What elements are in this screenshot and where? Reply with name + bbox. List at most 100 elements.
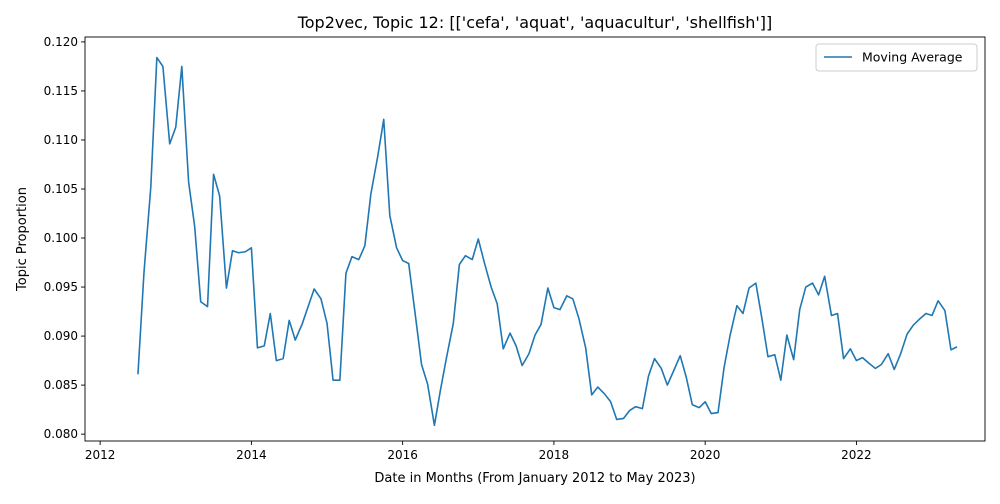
data-point xyxy=(269,313,271,315)
data-point xyxy=(358,259,360,261)
data-point xyxy=(912,324,914,326)
data-point xyxy=(937,300,939,302)
data-point xyxy=(143,272,145,274)
data-point xyxy=(572,298,574,300)
data-point xyxy=(850,348,852,350)
data-point xyxy=(496,303,498,305)
data-point xyxy=(799,309,801,311)
data-point xyxy=(944,310,946,312)
data-point xyxy=(654,358,656,360)
data-point xyxy=(824,275,826,277)
data-point xyxy=(320,298,322,300)
data-point xyxy=(736,305,738,307)
data-point xyxy=(219,195,221,197)
data-point xyxy=(288,320,290,322)
data-point xyxy=(465,255,467,257)
data-point xyxy=(692,404,694,406)
y-tick-label: 0.115 xyxy=(44,84,78,98)
data-point xyxy=(673,371,675,373)
data-point xyxy=(547,287,549,289)
data-point xyxy=(648,375,650,377)
data-point xyxy=(729,334,731,336)
y-tick-label: 0.105 xyxy=(44,182,78,196)
y-tick-label: 0.100 xyxy=(44,231,78,245)
legend-box xyxy=(815,43,978,72)
data-point xyxy=(875,368,877,370)
data-point xyxy=(918,319,920,321)
data-point xyxy=(635,406,637,408)
chart-title: Top2vec, Topic 12: [['cefa', 'aquat', 'a… xyxy=(297,13,773,32)
data-point xyxy=(578,318,580,320)
data-point xyxy=(276,360,278,362)
plot-area: 2012 2014 2016 2018 2020 2022 0.080 0.085 0.090… xyxy=(44,35,986,462)
data-point xyxy=(931,315,933,317)
data-point xyxy=(723,367,725,369)
x-tick-label: 2014 xyxy=(236,448,267,462)
data-point xyxy=(188,181,190,183)
data-point xyxy=(207,306,209,308)
y-tick-label: 0.120 xyxy=(44,35,78,49)
data-point xyxy=(534,334,536,336)
data-point xyxy=(339,379,341,381)
data-point xyxy=(604,393,606,395)
data-point xyxy=(956,346,958,348)
data-point xyxy=(408,263,410,265)
x-tick-label: 2018 xyxy=(539,448,570,462)
data-point xyxy=(370,193,372,195)
data-point xyxy=(263,345,265,347)
data-point xyxy=(377,156,379,158)
y-tick-label: 0.080 xyxy=(44,427,78,441)
x-tick-label: 2022 xyxy=(841,448,872,462)
data-point xyxy=(156,57,158,59)
data-point xyxy=(421,364,423,366)
data-point xyxy=(238,252,240,254)
data-point xyxy=(793,359,795,361)
data-point xyxy=(251,247,253,249)
data-point xyxy=(610,401,612,403)
data-point xyxy=(950,349,952,351)
data-point xyxy=(679,355,681,357)
data-point xyxy=(774,354,776,356)
data-point xyxy=(528,353,530,355)
data-point xyxy=(282,358,284,360)
data-point xyxy=(313,288,315,290)
data-point xyxy=(623,418,625,420)
data-point xyxy=(805,286,807,288)
x-axis-label: Date in Months (From January 2012 to May… xyxy=(374,471,695,486)
data-point xyxy=(294,339,296,341)
data-point xyxy=(717,412,719,414)
data-point xyxy=(509,332,511,334)
series-line-moving-average xyxy=(137,56,958,427)
data-point xyxy=(307,306,309,308)
data-point xyxy=(685,376,687,378)
data-point xyxy=(642,408,644,410)
data-point xyxy=(925,313,927,315)
data-point xyxy=(591,394,593,396)
data-point xyxy=(837,313,839,315)
data-point xyxy=(698,407,700,409)
data-point xyxy=(446,357,448,359)
data-point xyxy=(767,356,769,358)
data-point xyxy=(893,369,895,371)
data-point xyxy=(440,389,442,391)
data-point xyxy=(521,365,523,367)
data-point xyxy=(742,313,744,315)
data-point xyxy=(351,256,353,258)
data-point xyxy=(597,386,599,388)
series-layer xyxy=(137,56,958,427)
data-point xyxy=(831,315,833,317)
data-point xyxy=(515,345,517,347)
y-tick-label: 0.090 xyxy=(44,329,78,343)
data-point xyxy=(780,379,782,381)
data-point xyxy=(345,273,347,275)
data-point xyxy=(137,374,139,376)
y-axis-label: Topic Proportion xyxy=(15,187,30,292)
data-point xyxy=(301,324,303,326)
data-point xyxy=(710,413,712,415)
data-point xyxy=(396,247,398,249)
data-point xyxy=(786,334,788,336)
data-point xyxy=(661,368,663,370)
data-point xyxy=(402,260,404,262)
